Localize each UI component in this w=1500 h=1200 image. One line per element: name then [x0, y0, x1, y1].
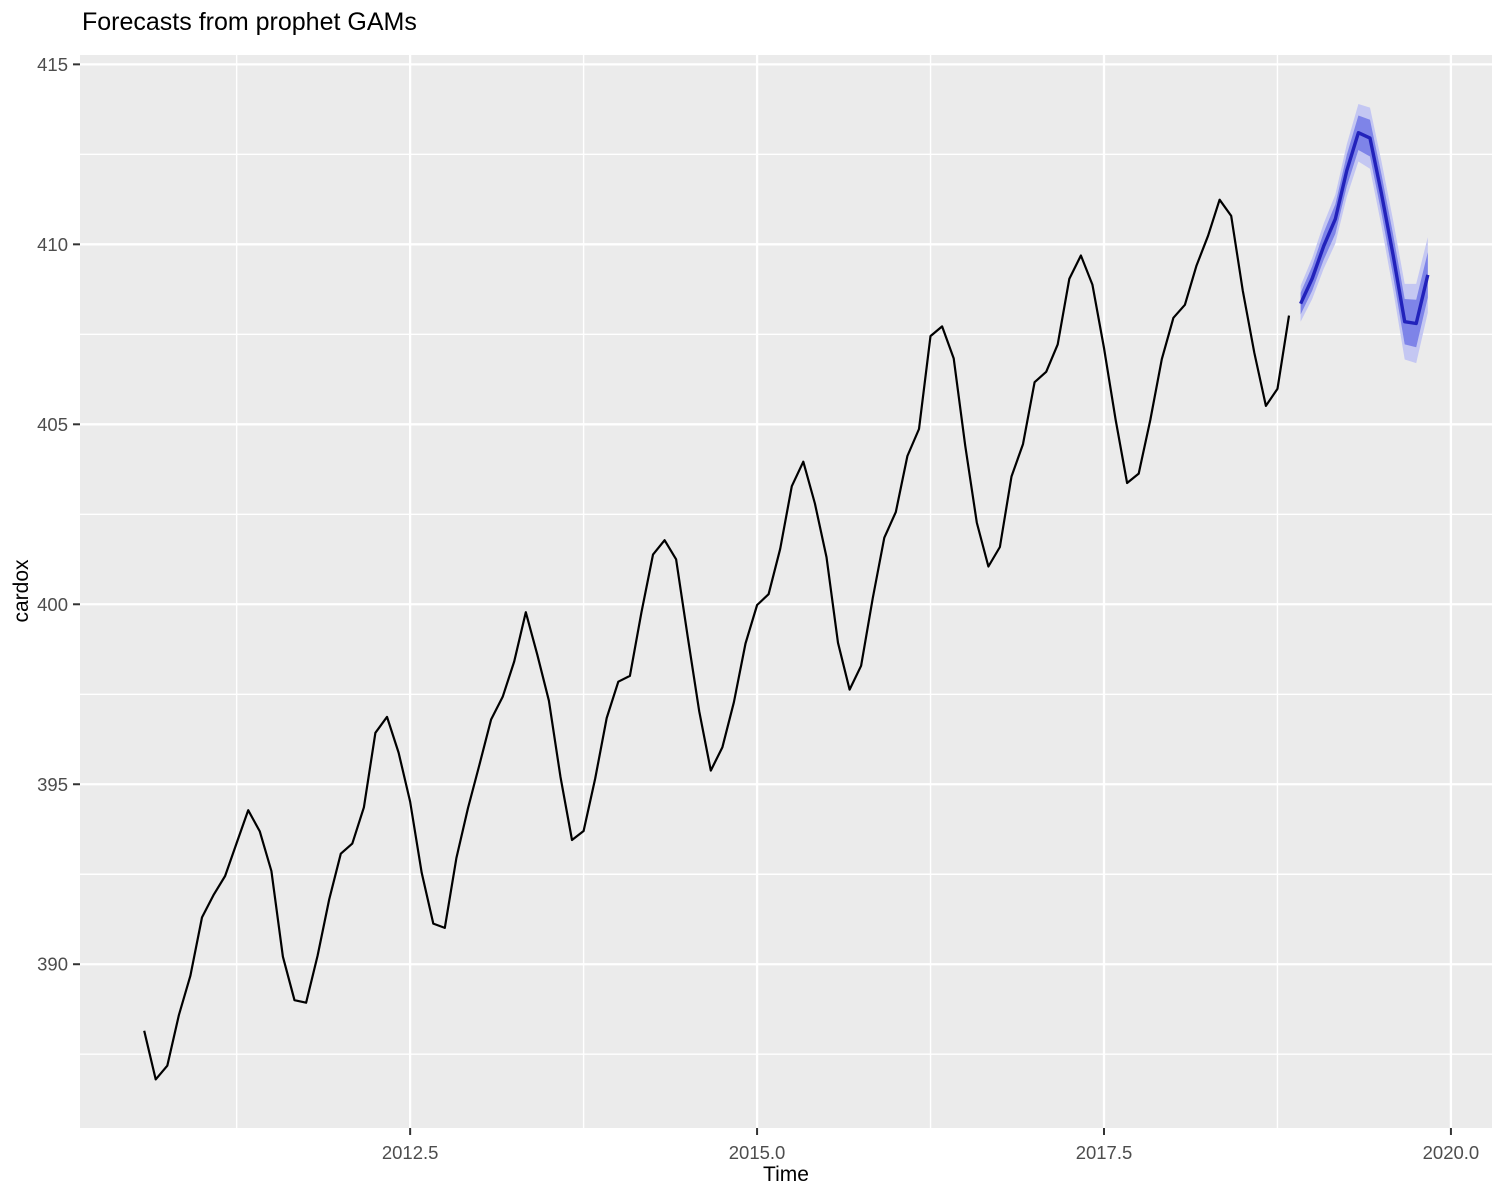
forecast-mean-line: [1299, 131, 1430, 326]
y-tick-label: 395: [37, 774, 68, 795]
x-axis-title: Time: [763, 1163, 809, 1186]
forecast-ribbon-80: [1300, 115, 1428, 348]
x-tick-label: 2017.5: [1076, 1142, 1133, 1163]
y-axis-title: cardox: [10, 559, 33, 623]
x-tick-label: 2012.5: [382, 1142, 439, 1163]
chart-title: Forecasts from prophet GAMs: [82, 8, 417, 36]
y-tick-label: 390: [37, 954, 68, 975]
x-tick-label: 2020.0: [1423, 1142, 1480, 1163]
y-tick-label: 410: [37, 234, 68, 255]
y-tick-label: 405: [37, 414, 68, 435]
panel-background: [80, 55, 1492, 1128]
observed-series-line: [143, 198, 1291, 1081]
y-tick-label: 415: [37, 54, 68, 75]
x-tick-label: 2015.0: [729, 1142, 786, 1163]
y-tick-label: 400: [37, 594, 68, 615]
forecast-ribbon-95: [1300, 104, 1428, 364]
